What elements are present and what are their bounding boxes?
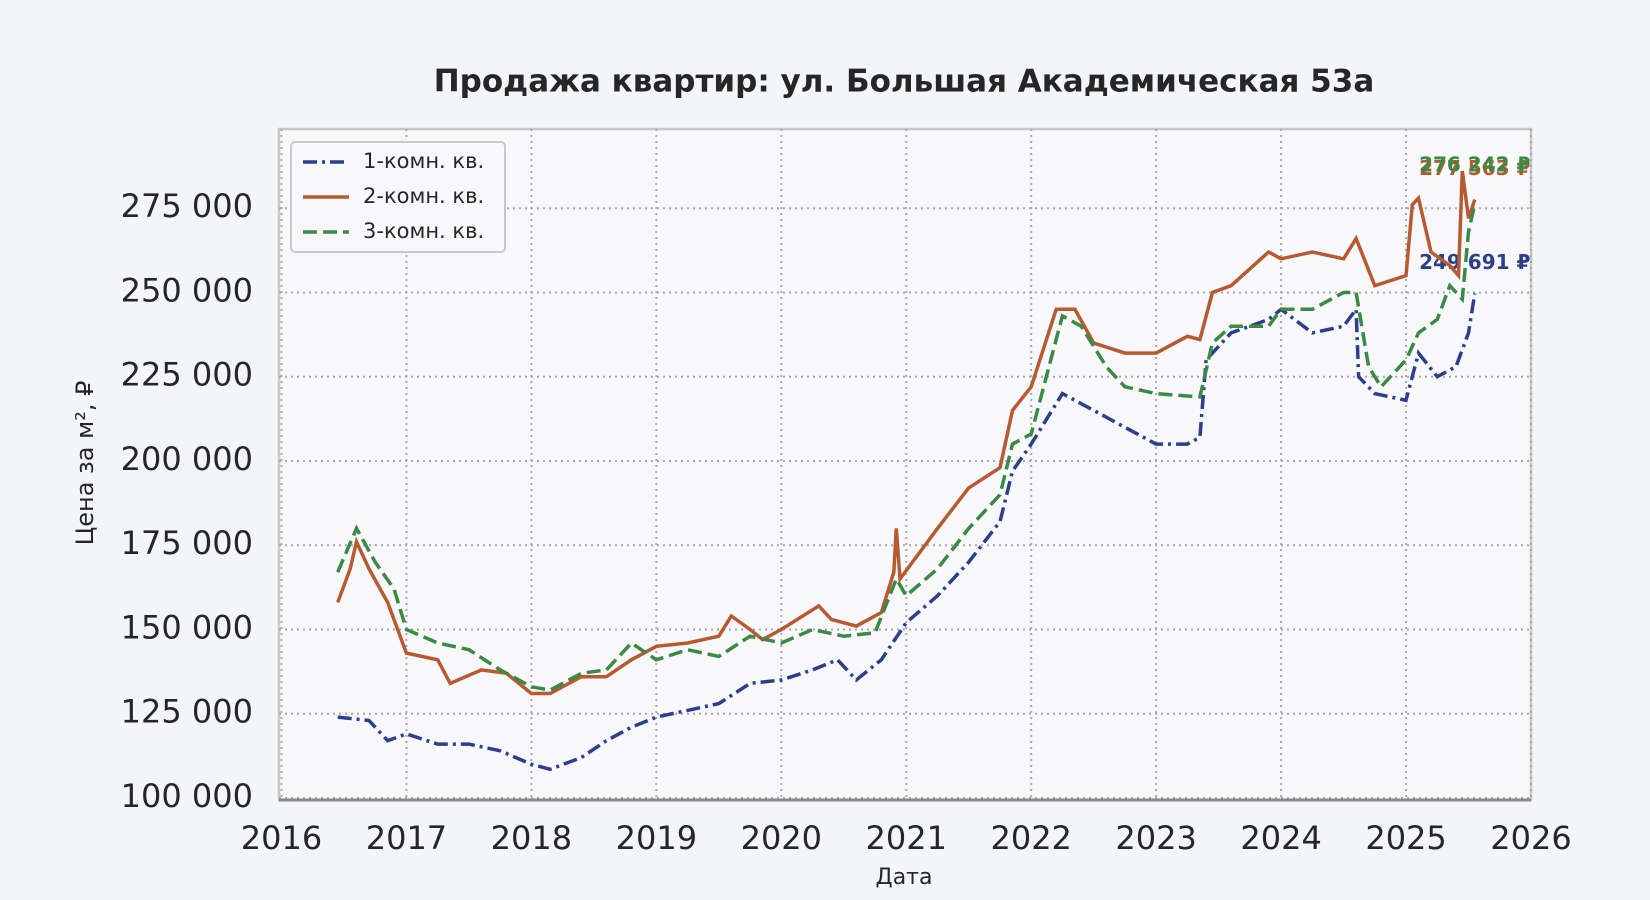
x-tick-label: 2021	[866, 819, 947, 857]
x-tick-label: 2017	[366, 819, 447, 857]
x-tick-label: 2018	[491, 819, 572, 857]
series-line	[336, 170, 1477, 696]
y-axis-label: Цена за м², ₽	[71, 381, 99, 546]
x-tick-label: 2026	[1490, 819, 1571, 857]
last-value-label: 277 563 ₽	[1419, 156, 1530, 180]
y-tick-label: 275 000	[121, 187, 253, 225]
x-tick-label: 2025	[1365, 819, 1446, 857]
y-tick-label: 225 000	[121, 356, 253, 394]
y-tick-label: 250 000	[121, 271, 253, 309]
x-tick-label: 2016	[241, 819, 322, 857]
last-value-label: 249 691 ₽	[1419, 250, 1530, 274]
series-line	[337, 293, 1477, 772]
legend-label: 3-комн. кв.	[363, 219, 484, 243]
y-tick-label: 100 000	[121, 777, 253, 815]
y-tick-label: 150 000	[121, 608, 253, 646]
legend-label: 1-комн. кв.	[363, 149, 484, 173]
legend-box	[290, 141, 506, 253]
legend-label: 2-комн. кв.	[363, 184, 484, 208]
y-tick-label: 125 000	[121, 693, 253, 731]
y-tick-label: 175 000	[121, 524, 253, 562]
x-tick-label: 2022	[990, 819, 1071, 857]
chart-title: Продажа квартир: ул. Большая Академическ…	[434, 64, 1375, 100]
x-tick-label: 2019	[616, 819, 697, 857]
last-value-label: 276 242 ₽	[1419, 153, 1530, 177]
x-tick-label: 2020	[741, 819, 822, 857]
x-tick-label: 2024	[1240, 819, 1321, 857]
series-line	[336, 203, 1477, 692]
x-axis-label: Дата	[876, 865, 933, 890]
y-tick-label: 200 000	[121, 440, 253, 478]
x-tick-label: 2023	[1115, 819, 1196, 857]
